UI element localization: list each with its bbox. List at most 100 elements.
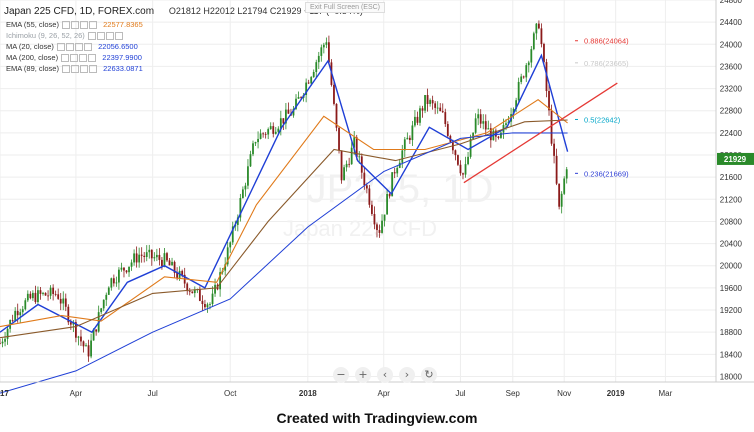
candle-body xyxy=(115,282,118,284)
candle-body xyxy=(560,193,563,207)
settings-icon[interactable] xyxy=(71,65,80,74)
more-icon[interactable] xyxy=(89,65,98,74)
legend-label: MA (200, close) xyxy=(6,53,59,62)
footer-credit: Created with Tradingview.com xyxy=(276,410,478,426)
candle-body xyxy=(214,284,216,294)
candle-body xyxy=(343,167,345,181)
last-price-label: 21929 xyxy=(724,155,747,164)
x-tick-label: 2018 xyxy=(299,389,317,398)
close-icon[interactable] xyxy=(80,21,89,30)
more-icon[interactable] xyxy=(84,43,93,52)
x-tick-label: Apr xyxy=(70,389,83,398)
candle-body xyxy=(540,28,543,45)
candle-body xyxy=(44,292,47,296)
candle-body xyxy=(292,108,295,116)
candle-body xyxy=(241,189,244,199)
candle-body xyxy=(307,82,310,84)
candle-body xyxy=(4,338,6,342)
chevron-left-icon[interactable]: ‹ xyxy=(377,367,393,383)
close-icon[interactable] xyxy=(75,43,84,52)
candle-body xyxy=(373,213,376,225)
candle-body xyxy=(161,259,163,267)
candle-body xyxy=(204,304,206,308)
minus-icon[interactable]: − xyxy=(333,367,349,383)
candle-body xyxy=(497,136,500,138)
candle-body xyxy=(67,306,70,323)
legend-ma200[interactable]: MA (200, close) 22397.9900 xyxy=(6,53,142,63)
x-tick-label: Apr xyxy=(377,389,390,398)
y-tick-label: 19200 xyxy=(720,306,743,315)
close-icon[interactable] xyxy=(80,65,89,74)
candle-body xyxy=(198,289,201,301)
candle-body xyxy=(537,23,540,29)
candle-body xyxy=(335,103,338,128)
settings-icon[interactable] xyxy=(96,32,105,41)
close-icon[interactable] xyxy=(79,54,88,63)
plus-icon[interactable]: + xyxy=(355,367,371,383)
legend-ema89[interactable]: EMA (89, close) 22633.0871 xyxy=(6,64,143,74)
candle-body xyxy=(0,343,1,345)
candle-body xyxy=(431,100,434,104)
settings-icon[interactable] xyxy=(71,21,80,30)
candle-body xyxy=(249,154,252,167)
eye-icon[interactable] xyxy=(61,54,70,63)
eye-icon[interactable] xyxy=(62,65,71,74)
y-tick-label: 21600 xyxy=(720,173,743,182)
candle-body xyxy=(434,103,437,108)
candle-body xyxy=(21,309,24,313)
legend-ma20[interactable]: MA (20, close) 22056.6500 xyxy=(6,42,138,52)
y-tick-label: 23600 xyxy=(720,62,743,71)
candle-body xyxy=(408,137,411,141)
fib-levels[interactable]: 0.886(24064) 0.786(23665) 0.5(22642) 0.236(… xyxy=(575,37,629,179)
eye-icon[interactable] xyxy=(87,32,96,41)
candle-body xyxy=(472,132,475,139)
candle-body xyxy=(19,312,22,316)
candle-body xyxy=(171,261,173,266)
settings-icon[interactable] xyxy=(66,43,75,52)
candle-body xyxy=(191,291,194,294)
candle-body xyxy=(130,262,133,267)
candle-body xyxy=(381,220,383,233)
fib-label: 0.886(24064) xyxy=(584,37,629,46)
candle-body xyxy=(558,183,561,207)
symbol-title[interactable]: Japan 225 CFD, 1D, FOREX.com xyxy=(4,6,155,17)
y-tick-label: 20800 xyxy=(720,217,743,226)
candle-body xyxy=(247,166,249,186)
eye-icon[interactable] xyxy=(57,43,66,52)
candle-body xyxy=(282,118,285,124)
series-line xyxy=(0,119,568,339)
y-tick-label: 24800 xyxy=(720,0,743,5)
candle-body xyxy=(500,132,502,138)
candle-body xyxy=(254,142,257,144)
reset-icon[interactable]: ↻ xyxy=(421,367,437,383)
legend-ema55[interactable]: EMA (55, close) 22577.8365 xyxy=(6,20,143,30)
candle-body xyxy=(231,226,234,243)
chevron-right-icon[interactable]: › xyxy=(399,367,415,383)
y-tick-label: 18000 xyxy=(720,372,743,381)
candle-body xyxy=(393,172,396,174)
y-tick-label: 20400 xyxy=(720,240,743,249)
close-icon[interactable] xyxy=(105,32,114,41)
candle-body xyxy=(244,185,247,190)
candle-body xyxy=(239,198,242,218)
more-icon[interactable] xyxy=(89,21,98,30)
candle-body xyxy=(11,320,14,321)
more-icon[interactable] xyxy=(88,54,97,63)
candle-body xyxy=(522,76,525,78)
candle-body xyxy=(64,298,67,307)
candle-body xyxy=(39,290,42,294)
candle-body xyxy=(155,254,158,258)
candle-body xyxy=(123,267,125,271)
candle-body xyxy=(338,127,340,151)
legend-ichimoku[interactable]: Ichimoku (9, 26, 52, 26) xyxy=(6,31,123,41)
price-chart[interactable]: JP225, 1D Japan 225 CFD 0.886(24064)0.78… xyxy=(0,0,754,404)
settings-icon[interactable] xyxy=(70,54,79,63)
candle-body xyxy=(120,267,123,270)
more-icon[interactable] xyxy=(114,32,123,41)
candle-body xyxy=(37,290,39,303)
eye-icon[interactable] xyxy=(62,21,71,30)
candle-body xyxy=(482,121,485,124)
candle-body xyxy=(505,123,507,125)
fullscreen-hint[interactable]: Exit Full Screen (ESC) xyxy=(305,2,386,13)
candle-body xyxy=(279,118,282,129)
